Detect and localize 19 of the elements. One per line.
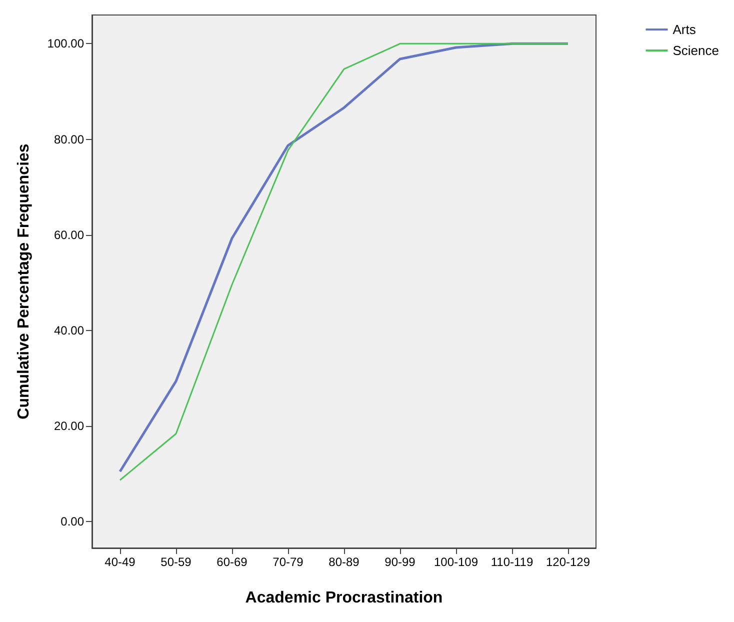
x-tick-label: 60-69 [216, 555, 248, 569]
y-tick-label: 40.00 [54, 324, 84, 338]
x-tick-label: 120-129 [546, 555, 590, 569]
y-axis-title: Cumulative Percentage Frequencies [16, 144, 32, 420]
x-tick-label: 70-79 [272, 555, 304, 569]
x-axis-title: Academic Procrastination [245, 590, 443, 606]
y-tick-label: 100.00 [47, 36, 84, 51]
x-tick-label: 110-119 [490, 555, 534, 569]
y-tick-label: 80.00 [54, 132, 84, 146]
y-tick-label: 0.00 [60, 514, 84, 529]
x-tick-label: 90-99 [384, 555, 416, 569]
x-tick-label: 50-59 [160, 555, 192, 569]
x-tick-label: 100-109 [434, 555, 478, 569]
x-tick-label: 40-49 [104, 555, 136, 569]
legend-label: Science [672, 43, 719, 58]
legend-label: Arts [672, 22, 696, 37]
y-tick-label: 20.00 [54, 419, 84, 434]
x-tick-label: 80-89 [328, 555, 360, 569]
y-tick-label: 60.00 [54, 228, 84, 242]
